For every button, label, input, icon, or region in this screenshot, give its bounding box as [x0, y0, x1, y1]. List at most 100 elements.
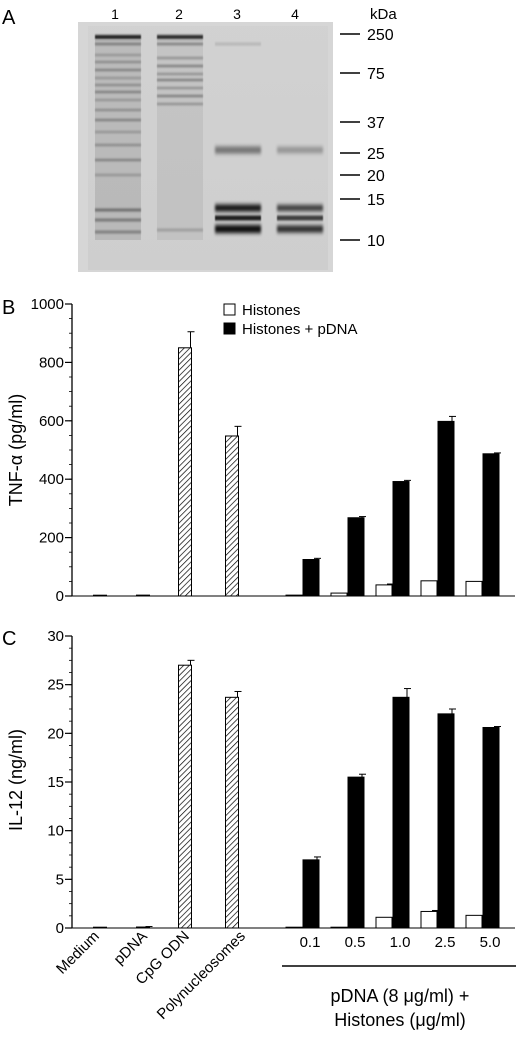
- gel-band: [215, 204, 261, 212]
- gel-band: [157, 56, 203, 60]
- panel-c-bar-histones-pdna-0-5: [347, 776, 365, 929]
- gel-band: [95, 108, 141, 112]
- panel-a: A 1 2 3 4 kDa 250 75 37 25 20 15 10: [2, 6, 397, 272]
- panel-c-bar-histones-pdna-5-0: [482, 726, 500, 929]
- gel-bands: [95, 35, 323, 240]
- legend-swatch-histones: [223, 303, 236, 316]
- panel-c-bar-cpg-odn: [178, 664, 192, 929]
- panel-c-bar-polynucleosomes: [225, 696, 239, 929]
- panel-b-y-tick-label: 800: [39, 354, 64, 371]
- panel-c-bar-pdna: [136, 926, 150, 929]
- panel-c: C IL-12 (ng/ml) 0 5 10 15 20 25 30: [2, 628, 515, 937]
- marker-label-25: 25: [367, 146, 385, 163]
- panel-b-bar-histones-0-5: [330, 592, 348, 597]
- gel-band: [157, 64, 203, 68]
- panel-c-y-tick-label: 10: [47, 823, 64, 840]
- legend-swatch-histones-pdna: [223, 322, 236, 335]
- kda-label: kDa: [370, 6, 397, 23]
- gel-band: [95, 98, 141, 102]
- panel-b-bar-histones-0-1: [285, 594, 303, 597]
- gel-smear: [157, 40, 203, 240]
- panel-c-y-tick-label: 30: [47, 628, 64, 645]
- gel-band: [95, 230, 141, 234]
- panel-b-bar-histones-pdna-0-1: [302, 559, 320, 597]
- x-label-dose-1-0: 1.0: [390, 934, 411, 951]
- panel-b-plot: 0 200 400 600 800 1000: [31, 296, 515, 605]
- gel-band: [95, 83, 141, 87]
- marker-label-20: 20: [367, 168, 385, 185]
- panel-c-y-tick-label: 0: [56, 920, 64, 937]
- panel-c-bar-histones-1-0: [375, 916, 393, 929]
- panel-b-bar-histones-1-0: [375, 584, 393, 597]
- gel-band: [95, 53, 141, 57]
- panel-c-letter: C: [2, 628, 16, 650]
- gel-band: [157, 42, 203, 46]
- marker-label-15: 15: [367, 192, 385, 209]
- panel-b-bar-histones-pdna-0-5: [347, 517, 365, 597]
- x-label-pdna: pDNA: [111, 928, 151, 968]
- x-label-dose-2-5: 2.5: [435, 934, 456, 951]
- panel-c-y-tick-label: 20: [47, 725, 64, 742]
- panel-b-bar-histones-pdna-2-5: [437, 420, 455, 597]
- marker-label-37: 37: [367, 115, 385, 132]
- panel-b-bar-histones-pdna-1-0: [392, 481, 410, 597]
- gel-band: [215, 215, 261, 221]
- gel-band: [215, 146, 261, 154]
- panel-b-bar-pdna: [136, 594, 150, 597]
- panel-b-y-axis-label: TNF-α (pg/ml): [6, 394, 26, 506]
- gel-band: [157, 86, 203, 90]
- panel-b-bar-histones-2-5: [420, 580, 438, 597]
- gel-band: [95, 158, 141, 162]
- x-label-dose-0-5: 0.5: [345, 934, 366, 951]
- gel-band: [215, 42, 261, 46]
- gel-band: [95, 42, 141, 46]
- gel-band: [95, 143, 141, 147]
- gel-band: [95, 35, 141, 39]
- panel-c-y-tick-label: 5: [56, 871, 64, 888]
- panel-b-bar-histones-pdna-5-0: [482, 453, 500, 597]
- panel-c-bar-histones-5-0: [465, 914, 483, 929]
- gel-band: [95, 68, 141, 72]
- legend-label-histones: Histones: [242, 302, 300, 319]
- group-label-line-1: pDNA (8 μg/ml) +: [331, 986, 470, 1006]
- panel-c-y-axis-label: IL-12 (ng/ml): [6, 729, 26, 831]
- x-axis-labels: Medium pDNA CpG ODN Polynucleosomes 0.1 …: [53, 928, 516, 1030]
- panel-c-bar-histones-2-5: [420, 910, 438, 929]
- gel-band: [157, 72, 203, 76]
- panel-b-y-tick-label: 0: [56, 588, 64, 605]
- gel-band: [157, 228, 203, 232]
- gel-band: [157, 78, 203, 82]
- gel-band: [277, 205, 323, 211]
- panel-c-bar-medium: [93, 926, 107, 929]
- gel-band: [215, 225, 261, 233]
- group-label-line-2: Histones (μg/ml): [334, 1010, 465, 1030]
- lane-label-3: 3: [233, 6, 241, 22]
- lane-label-4: 4: [291, 6, 299, 22]
- panel-b-y-tick-label: 1000: [31, 296, 64, 313]
- gel-band: [277, 225, 323, 233]
- gel-band: [157, 35, 203, 39]
- gel-band: [157, 94, 203, 98]
- panel-b-bar-histones-5-0: [465, 580, 483, 597]
- panel-b-y-tick-label: 600: [39, 413, 64, 430]
- gel-band: [277, 215, 323, 221]
- x-label-dose-0-1: 0.1: [300, 934, 321, 951]
- legend: Histones Histones + pDNA: [223, 302, 357, 338]
- x-label-dose-5-0: 5.0: [480, 934, 501, 951]
- lane-label-1: 1: [111, 6, 119, 22]
- gel-band: [95, 118, 141, 122]
- gel-band: [95, 90, 141, 94]
- panel-c-bar-histones-pdna-0-1: [302, 859, 320, 929]
- panel-c-bar-histones-0-1: [285, 926, 303, 929]
- panel-c-bar-histones-pdna-1-0: [392, 696, 410, 929]
- panel-c-bar-histones-pdna-2-5: [437, 713, 455, 929]
- gel-band: [95, 60, 141, 64]
- marker-label-10: 10: [367, 233, 385, 250]
- panel-a-letter: A: [2, 7, 16, 29]
- marker-label-75: 75: [367, 66, 385, 83]
- gel-band: [95, 130, 141, 134]
- panel-b-letter: B: [2, 297, 15, 319]
- panel-b-y-tick-label: 200: [39, 530, 64, 547]
- panel-c-bar-histones-0-5: [330, 926, 348, 929]
